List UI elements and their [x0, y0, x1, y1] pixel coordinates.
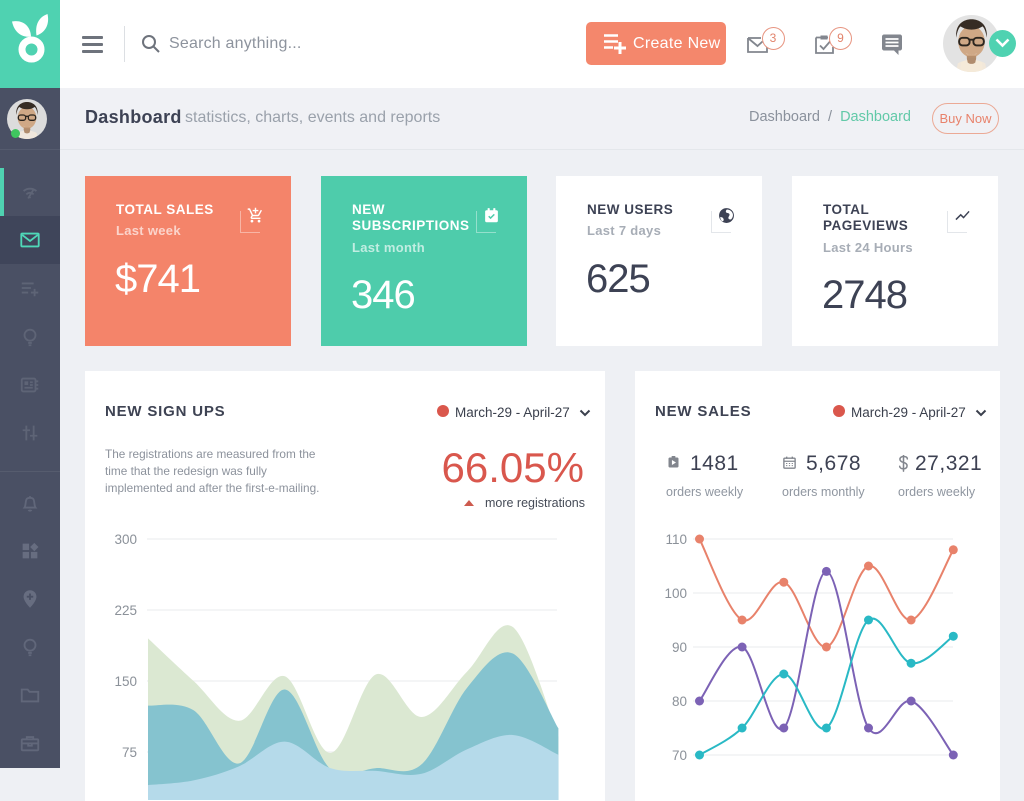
- svg-text:110: 110: [665, 532, 687, 547]
- svg-text:300: 300: [114, 532, 137, 547]
- svg-text:70: 70: [672, 748, 687, 763]
- svg-text:150: 150: [114, 674, 137, 689]
- svg-text:90: 90: [672, 640, 687, 655]
- svg-text:75: 75: [122, 745, 137, 760]
- svg-text:225: 225: [114, 603, 137, 618]
- svg-text:80: 80: [672, 694, 687, 709]
- svg-text:100: 100: [664, 586, 687, 601]
